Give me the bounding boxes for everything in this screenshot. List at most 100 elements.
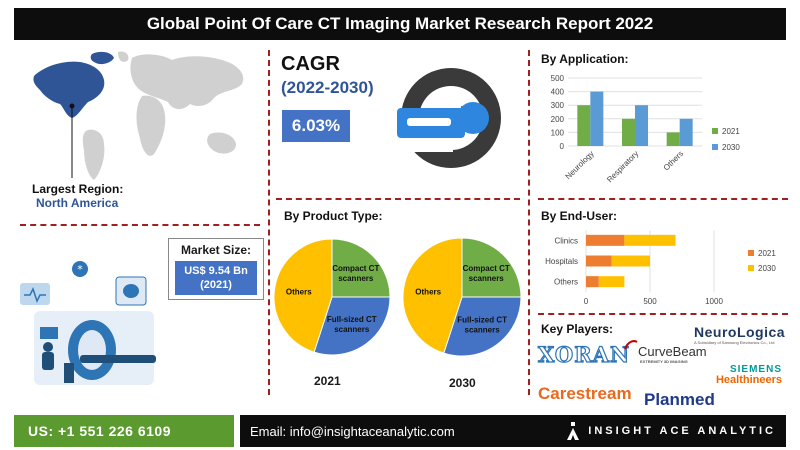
curvebeam-logo: CurveBeam EXTREMITY 3D IMAGING [624,340,707,364]
world-map-image [33,51,244,180]
ct-scanner-illustration: * [20,261,156,385]
pie-slice-others [402,237,463,354]
planmed-logo: Planmed [644,390,715,409]
market-size-value: US$ 9.54 Bn [184,265,248,277]
svg-text:*: * [77,263,83,276]
largest-region-value: North America [36,196,119,210]
x-tick-label: Respiratory [605,149,640,184]
application-bar-chart: 0 100 200 300 400 500 Neurology Respiratory Othe… [551,74,741,184]
bar-2030-others [679,118,693,146]
y-tick-label: 100 [551,128,565,137]
bar-2030-respiratory [635,105,648,146]
bar-2021-clinics [586,234,625,246]
curvebeam-name: CurveBeam [638,344,707,359]
footer-bar: Email: info@insightaceanalytic.com INSIG… [240,415,786,447]
bar-2030-others [598,276,625,288]
pie-2021-year: 2021 [314,374,341,388]
pie-label: scanners [469,274,505,283]
footer-brand: INSIGHT ACE ANALYTIC [566,415,776,447]
pie-slice-compact-ct-scanners [461,237,522,298]
pie-label: scanners [334,325,370,334]
legend-swatch-2021 [712,128,718,134]
pie-slice-full-sized-ct-scanners [313,296,391,356]
curvebeam-tagline: EXTREMITY 3D IMAGING [640,359,688,364]
largest-region-label: Largest Region: [32,182,124,196]
market-size-label: Market Size: [180,243,252,257]
bar-2030-hospitals [611,255,650,267]
pie-slice-compact-ct-scanners [331,238,391,298]
y-tick-label: Clinics [554,236,578,245]
x-tick-label: Neurology [564,149,596,181]
divider-right-bottom [538,313,788,315]
x-tick-label: Others [662,149,685,172]
neurologica-tagline: A Subsidiary of Samsung Electronics Co.,… [694,340,775,345]
bar-2021-others [666,132,680,146]
pie-label: Others [286,288,312,297]
cagr-years: (2022-2030) [281,78,374,97]
product-title: By Product Type: [284,209,383,223]
divider-right-top [538,198,788,200]
neurologica-logo: NeuroLogica A Subsidiary of Samsung Elec… [694,324,785,345]
bar-2030-neurology [590,91,604,146]
application-title: By Application: [541,52,629,66]
siemens-name: SIEMENS [729,364,782,375]
x-tick-label: 0 [584,297,589,306]
brand-logo-icon [567,422,580,440]
pie-label: scanners [338,274,374,283]
pie-label: scanners [465,326,501,335]
pie-label: Full-sized CT [327,315,377,324]
end-user-title: By End-User: [541,209,618,223]
market-size-year: (2021) [200,279,232,291]
legend-swatch-2021 [748,250,754,256]
bar-2021-respiratory [622,118,635,146]
pie-label: Compact CT [332,264,379,273]
legend-label-2021: 2021 [758,249,776,258]
divider-center-mid [276,198,520,200]
carestream-logo: Carestream [538,384,632,403]
y-tick-label: 0 [560,142,565,151]
pie-slice-full-sized-ct-scanners [443,296,522,357]
cagr-value: 6.03% [282,110,350,142]
divider-right [528,50,530,395]
x-tick-label: 1000 [705,297,723,306]
pie-label: Others [415,288,441,297]
ct-scanner-icon [397,68,501,168]
bar-2021-hospitals [586,255,612,267]
key-players-title: Key Players: [541,322,614,336]
healthineers-name: Healthineers [715,374,782,386]
pie-slice-others [273,238,333,353]
footer-email[interactable]: Email: info@insightaceanalytic.com [250,423,455,439]
legend-swatch-2030 [748,265,754,271]
xoran-logo: XORAN [537,341,631,367]
divider-left-mid [20,224,260,226]
footer-brand-name: INSIGHT ACE ANALYTIC [588,425,776,437]
pie-label: Compact CT [463,264,510,273]
bar-2021-neurology [577,105,591,146]
divider-left [268,50,270,395]
market-size-value-box: US$ 9.54 Bn (2021) [175,261,257,295]
market-size-card: Market Size: US$ 9.54 Bn (2021) [168,238,264,300]
y-tick-label: 400 [551,88,565,97]
y-tick-label: 300 [551,101,565,110]
legend-label-2021: 2021 [722,127,740,136]
y-tick-label: Hospitals [545,257,578,266]
legend-label-2030: 2030 [758,264,776,273]
footer-phone: US: +1 551 226 6109 [14,415,234,447]
legend-swatch-2030 [712,144,718,150]
pie-label: Full-sized CT [457,316,507,325]
end-user-bar-chart: 0 500 1000 Clinics Hospitals Others 2021 2030 [545,230,776,306]
pie-2030-year: 2030 [449,376,476,390]
y-tick-label: Others [554,278,578,287]
curvebeam-swoosh-icon [624,340,638,350]
page-title: Global Point Of Care CT Imaging Market R… [14,8,786,40]
x-tick-label: 500 [643,297,657,306]
y-tick-label: 500 [551,74,565,83]
y-tick-label: 200 [551,115,565,124]
legend-label-2030: 2030 [722,143,740,152]
cagr-label: CAGR [281,53,340,75]
bar-2030-clinics [624,234,676,246]
siemens-healthineers-logo: SIEMENS Healthineers [700,364,782,386]
bar-2021-others [586,276,599,288]
